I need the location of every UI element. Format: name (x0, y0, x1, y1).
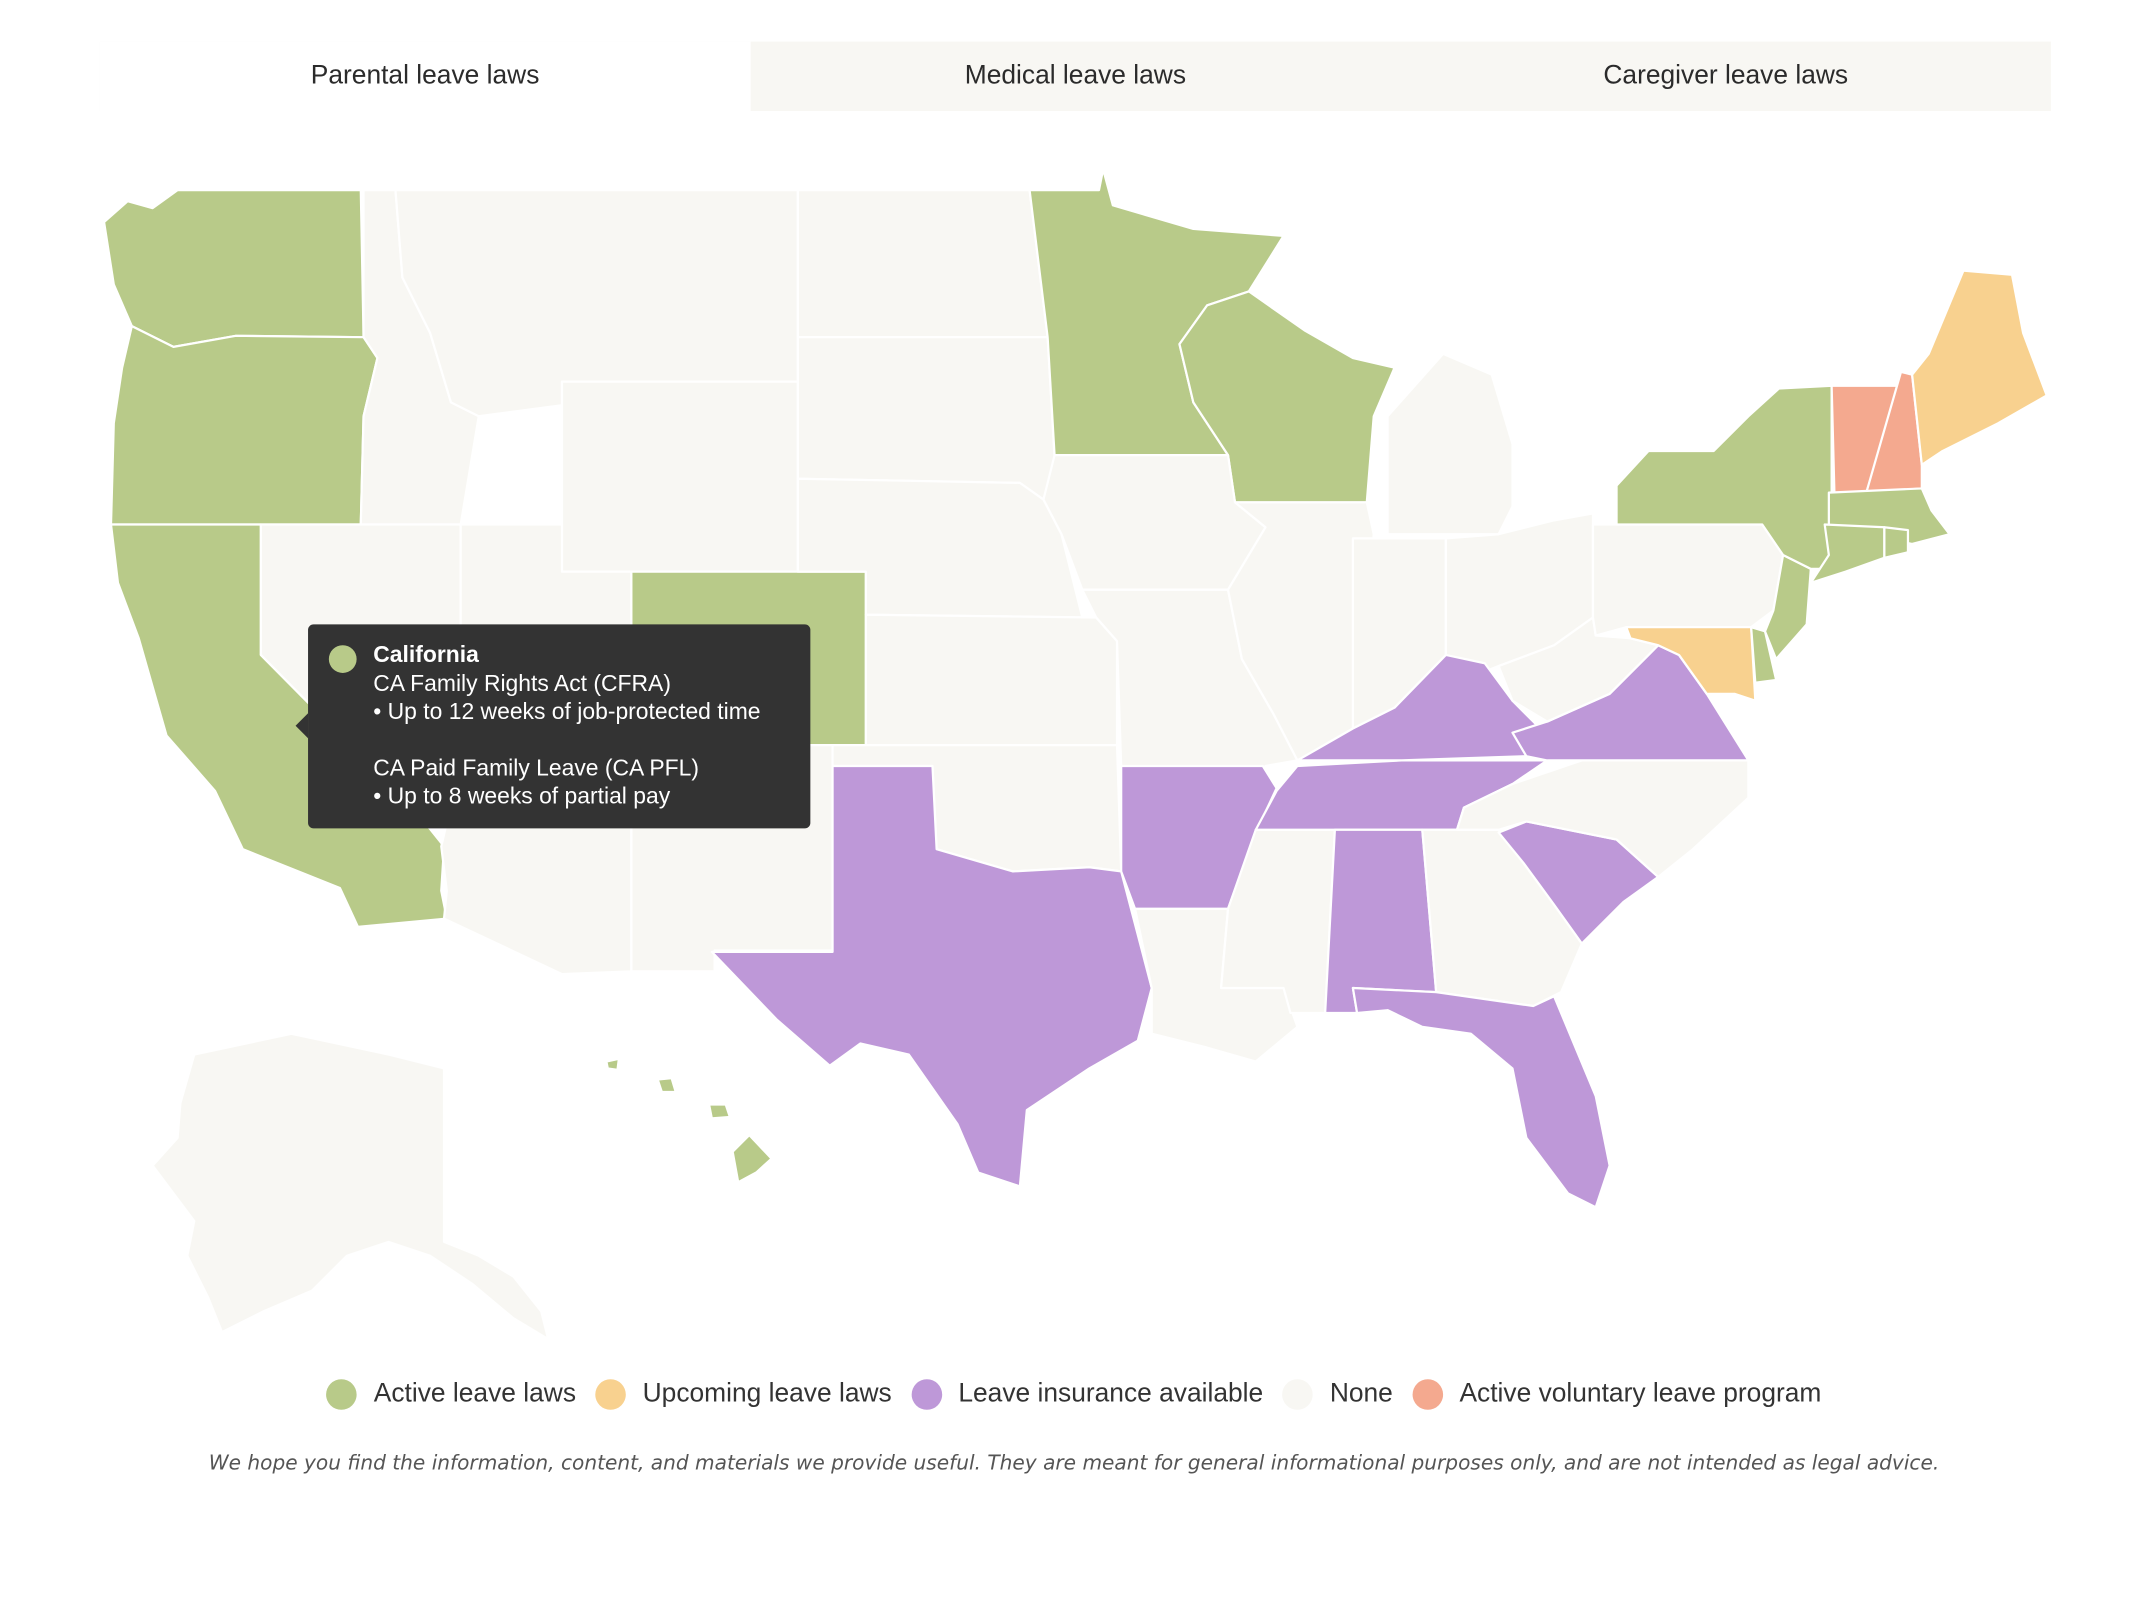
legend-swatch (326, 1379, 358, 1410)
state-Alabama[interactable] (1324, 828, 1438, 1015)
state-Maine[interactable] (1911, 269, 2048, 466)
state-Hawaii-maui[interactable] (707, 1103, 731, 1120)
state-Wisconsin[interactable] (1178, 290, 1396, 504)
legend-swatch (1412, 1379, 1443, 1410)
state-Wyoming[interactable] (560, 380, 799, 573)
legend-swatch (595, 1379, 626, 1410)
state-South-Dakota[interactable] (796, 336, 1056, 501)
tooltip-status-dot (328, 645, 357, 673)
legal-disclaimer: We hope you find the information, conten… (208, 1452, 1940, 1476)
map-legend: Active leave laws Upcoming leave laws Le… (0, 1379, 2148, 1410)
state-Alaska[interactable] (151, 1032, 550, 1341)
state-Kansas[interactable] (864, 613, 1119, 747)
legend-swatch (911, 1379, 942, 1410)
tab-medical-leave[interactable]: Medical leave laws (964, 61, 1187, 91)
legend-label: Active leave laws (373, 1379, 577, 1409)
state-Kentucky[interactable] (1296, 653, 1542, 762)
state-Rhode-Island[interactable] (1883, 526, 1910, 559)
tooltip-law-2: CA Paid Family Leave (CA PFL) (373, 755, 700, 781)
state-Oregon[interactable] (109, 324, 379, 526)
state-Hawaii-oahu[interactable] (656, 1077, 677, 1094)
tooltip-law-2-detail: • Up to 8 weeks of partial pay (373, 783, 671, 809)
legend-label: Leave insurance available (958, 1379, 1264, 1409)
state-Hawaii-big-island[interactable] (731, 1133, 773, 1184)
legend-swatch (1282, 1379, 1314, 1410)
state-North-Dakota[interactable] (796, 188, 1049, 339)
state-Texas[interactable] (710, 764, 1153, 1188)
legend-item-voluntary: Active voluntary leave program (1412, 1379, 1821, 1410)
state-New-Hampshire[interactable] (1865, 370, 1923, 494)
state-Pennsylvania[interactable] (1591, 523, 1785, 637)
tab-caregiver-leave[interactable]: Caregiver leave laws (1603, 61, 1849, 91)
tab-parental-leave[interactable]: Parental leave laws (99, 41, 751, 112)
state-Hawaii-kauai[interactable] (605, 1057, 620, 1071)
law-type-tabs: Parental leave laws Medical leave laws C… (99, 41, 2051, 112)
tooltip-state-name: California (373, 642, 479, 668)
legend-label: Active voluntary leave program (1459, 1379, 1822, 1409)
state-tooltip: California CA Family Rights Act (CFRA) •… (295, 624, 811, 829)
state-Florida[interactable] (1351, 986, 1611, 1209)
state-Illinois[interactable] (1226, 501, 1375, 762)
legend-label: None (1329, 1379, 1393, 1409)
tooltip-law-1-detail: • Up to 12 weeks of job-protected time (373, 699, 761, 725)
legend-item-none: None (1282, 1379, 1393, 1410)
state-Michigan[interactable] (1386, 352, 1514, 536)
legend-item-upcoming: Upcoming leave laws (595, 1379, 892, 1410)
state-Washington[interactable] (102, 188, 365, 349)
legend-item-insurance: Leave insurance available (911, 1379, 1263, 1410)
state-Delaware[interactable] (1750, 626, 1778, 684)
legend-label: Upcoming leave laws (642, 1379, 892, 1409)
legend-item-active: Active leave laws (326, 1379, 577, 1410)
tooltip-law-1: CA Family Rights Act (CFRA) (373, 670, 671, 696)
